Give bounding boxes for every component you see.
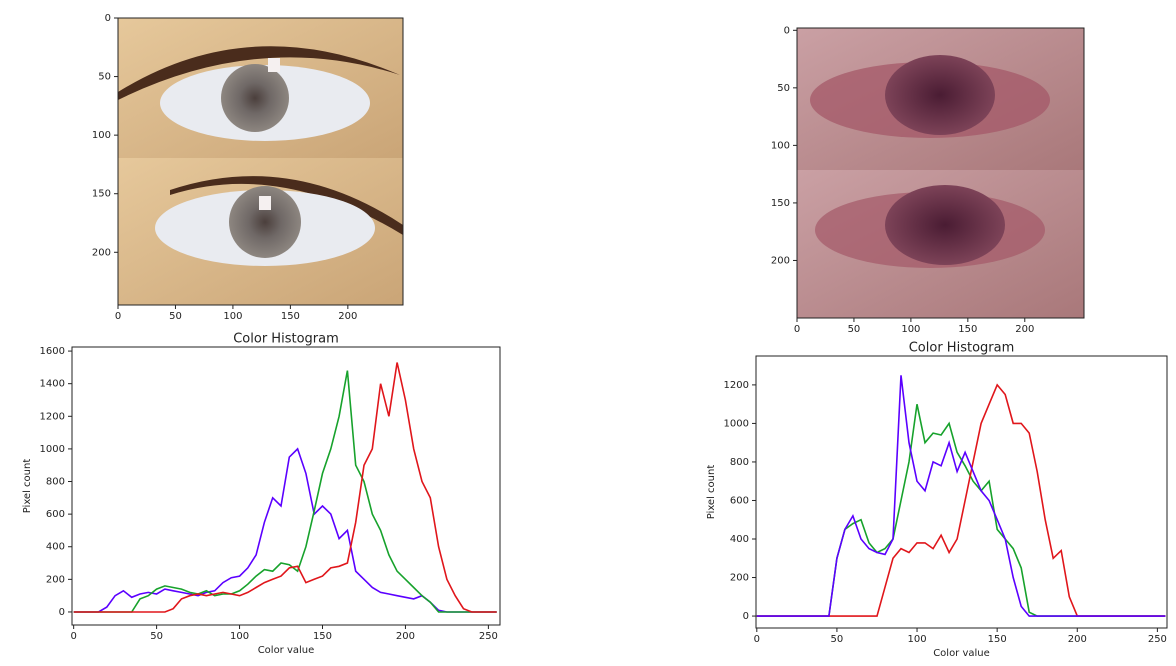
axes-frame	[72, 347, 500, 625]
y-tick-label: 100	[771, 140, 790, 151]
x-tick-label: 50	[831, 634, 844, 645]
y-tick-label: 150	[92, 189, 111, 200]
x-tick-label: 200	[338, 311, 357, 322]
x-tick-label: 200	[1015, 324, 1034, 335]
eye-image-right	[797, 28, 1084, 318]
y-tick-label: 200	[92, 247, 111, 258]
chart-title: Color Histogram	[909, 341, 1015, 356]
y-tick-label: 1200	[40, 411, 65, 422]
histogram-line	[74, 363, 497, 613]
x-tick-label: 250	[479, 631, 498, 642]
y-tick-label: 400	[730, 534, 749, 545]
x-tick-label: 100	[230, 631, 249, 642]
chart-title: Color Histogram	[233, 332, 339, 347]
y-axis-label: Pixel count	[706, 465, 717, 520]
axes-frame	[756, 356, 1167, 628]
x-axis-label: Color value	[258, 645, 315, 656]
y-tick-label: 600	[730, 495, 749, 506]
y-tick-label: 200	[771, 255, 790, 266]
x-tick-label: 150	[281, 311, 300, 322]
y-tick-label: 50	[98, 72, 111, 83]
y-tick-label: 400	[46, 542, 65, 553]
histogram-line	[757, 385, 1166, 616]
x-axis-label: Color value	[933, 648, 990, 659]
x-tick-label: 100	[901, 324, 920, 335]
eye-image-left	[118, 18, 403, 305]
x-tick-label: 250	[1148, 634, 1167, 645]
y-axis-label: Pixel count	[22, 459, 33, 514]
y-tick-label: 50	[777, 83, 790, 94]
x-tick-label: 0	[70, 631, 76, 642]
y-tick-label: 0	[743, 611, 749, 622]
histogram-line	[74, 449, 497, 612]
x-tick-label: 0	[115, 311, 121, 322]
x-tick-label: 150	[958, 324, 977, 335]
y-tick-label: 150	[771, 198, 790, 209]
histogram-line	[757, 404, 1166, 616]
x-tick-label: 150	[313, 631, 332, 642]
x-tick-label: 50	[150, 631, 163, 642]
y-tick-label: 600	[46, 509, 65, 520]
x-tick-label: 100	[223, 311, 242, 322]
x-tick-label: 100	[907, 634, 926, 645]
y-tick-label: 200	[730, 573, 749, 584]
histogram-line	[757, 375, 1166, 616]
x-tick-label: 50	[169, 311, 182, 322]
y-tick-label: 0	[59, 607, 65, 618]
y-tick-label: 1000	[40, 444, 65, 455]
x-tick-label: 150	[988, 634, 1007, 645]
x-tick-label: 200	[396, 631, 415, 642]
histogram-line	[74, 371, 497, 612]
y-tick-label: 1400	[40, 379, 65, 390]
y-tick-label: 0	[784, 25, 790, 36]
x-tick-label: 200	[1068, 634, 1087, 645]
y-tick-label: 800	[46, 477, 65, 488]
y-tick-label: 800	[730, 457, 749, 468]
screenshot: 0 50 100 150 200 0 50 100 150 200 0 50 100 150 200 250 0…	[0, 0, 1176, 666]
x-tick-label: 50	[848, 324, 861, 335]
y-tick-label: 1200	[724, 380, 749, 391]
x-tick-label: 0	[794, 324, 800, 335]
y-tick-label: 200	[46, 574, 65, 585]
x-tick-label: 0	[754, 634, 760, 645]
y-tick-label: 1000	[724, 418, 749, 429]
y-tick-label: 100	[92, 130, 111, 141]
y-tick-label: 1600	[40, 346, 65, 357]
y-tick-label: 0	[105, 13, 111, 24]
